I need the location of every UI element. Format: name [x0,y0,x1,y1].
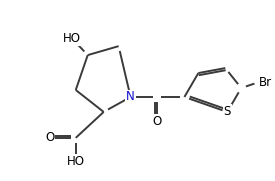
Text: HO: HO [63,32,81,45]
Text: S: S [224,105,231,118]
Text: O: O [153,115,162,128]
Text: HO: HO [67,155,85,168]
Text: Br: Br [259,75,272,89]
Text: O: O [45,131,54,144]
Text: N: N [126,90,135,104]
